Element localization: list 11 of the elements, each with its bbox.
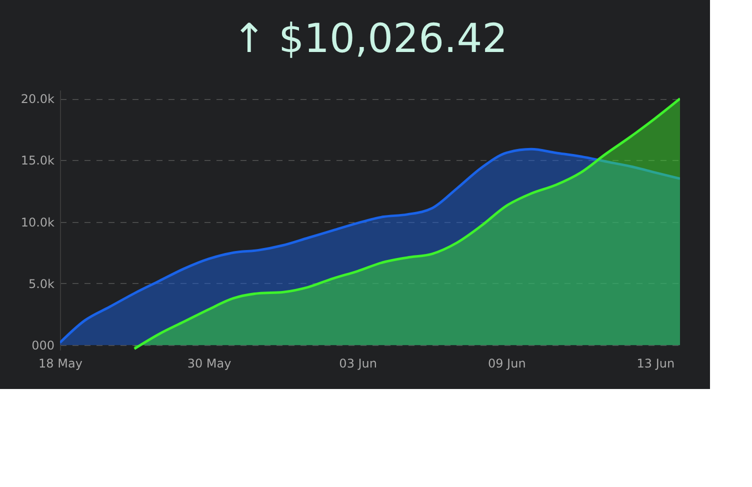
y-tick-label: 20.0k: [20, 92, 55, 106]
x-tick-label: 09 Jun: [488, 356, 526, 370]
y-tick-label: 10.0k: [20, 215, 55, 230]
x-tick-label: 03 Jun: [339, 356, 378, 370]
y-tick-label: 000: [32, 338, 54, 353]
y-tick-label: 15.0k: [20, 154, 55, 168]
x-tick-label: 30 May: [187, 356, 232, 370]
x-tick-label: 18 May: [38, 356, 82, 370]
y-tick-label: 5.0k: [28, 276, 55, 291]
x-tick-label: 13 Jun: [636, 356, 675, 370]
chart-title: ↑ $10,026.42: [232, 16, 508, 62]
